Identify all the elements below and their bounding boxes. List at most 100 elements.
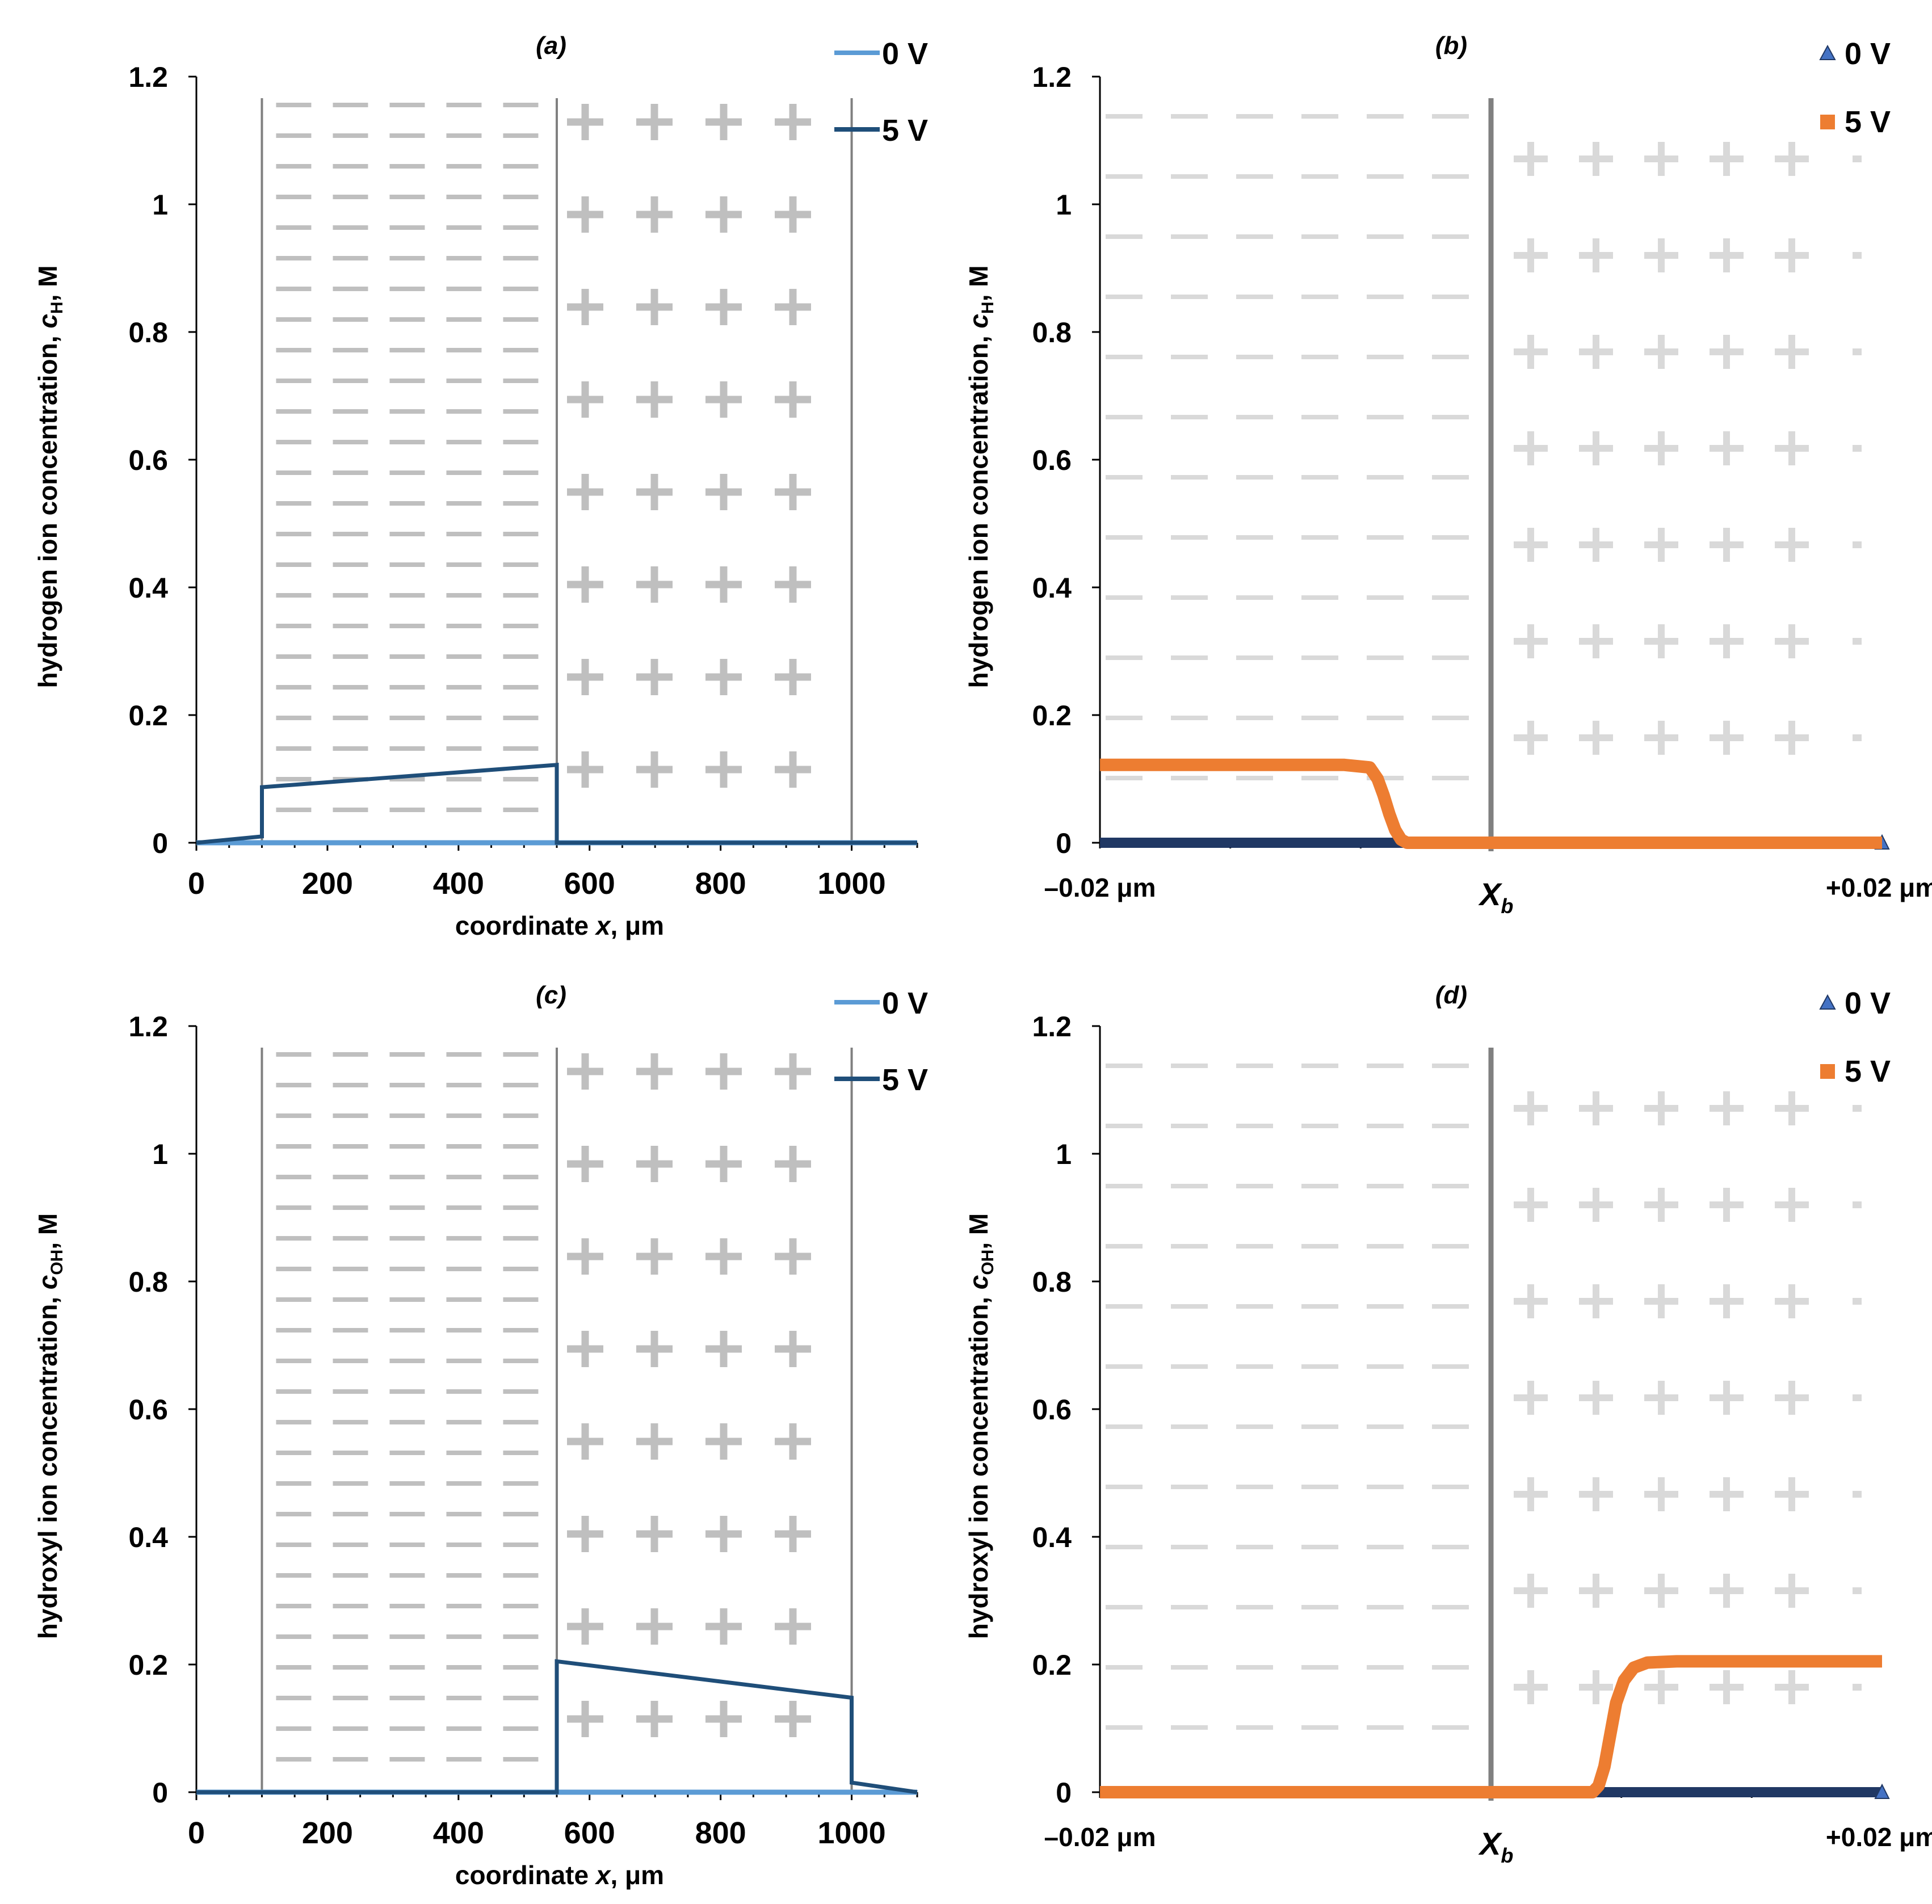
y-tick-label: 0.4 — [128, 572, 168, 604]
legend-square-icon — [1820, 1064, 1835, 1079]
panel-c: 0 0.2 0.4 0.6 0.8 1 1.2 0 200 400 600 800 1000 coordi… — [33, 981, 928, 1890]
y-tick-label: 0 — [1056, 1777, 1072, 1809]
y-axis-label-main: hydroxyl ion concentration, — [33, 1289, 62, 1639]
x-label-center-sub: b — [1501, 1844, 1513, 1867]
y-axis-label-var: c — [33, 314, 62, 329]
series-markers-5V — [1100, 758, 1882, 849]
charge-pattern — [276, 103, 811, 812]
legend-label: 0 V — [882, 37, 928, 71]
y-axis-label-unit: , M — [33, 1213, 62, 1250]
y-tick-label: 0.8 — [1032, 1266, 1072, 1298]
y-axis-label: hydroxyl ion concentration, cOH, M — [33, 1213, 66, 1639]
x-axis-label-main: coordinate — [455, 1860, 596, 1890]
y-axis-label-var: c — [964, 314, 993, 329]
y-axis-label-var: c — [964, 1275, 993, 1290]
legend-label: 5 V — [1845, 1054, 1891, 1088]
x-label-right: +0.02 μm — [1826, 873, 1932, 902]
legend-square-icon — [1820, 115, 1835, 129]
y-tick-label: 1 — [152, 189, 168, 221]
y-tick-label: 0.6 — [1032, 1394, 1072, 1426]
y-tick-label: 0.4 — [1032, 572, 1072, 604]
y-axis-label-unit: , M — [964, 1213, 993, 1250]
x-label-left: –0.02 μm — [1044, 1822, 1156, 1852]
x-tick-label: 400 — [433, 1816, 484, 1850]
y-axis-label-main: hydrogen ion concentration, — [33, 329, 62, 688]
x-tick-label: 800 — [695, 1816, 746, 1850]
panel-label: (b) — [1435, 32, 1467, 60]
x-tick-label: 600 — [564, 1816, 615, 1850]
y-axis-label-unit: , M — [964, 266, 993, 302]
legend-label: 0 V — [1845, 37, 1891, 71]
charge-pattern — [1106, 114, 1862, 780]
y-tick-label: 0.2 — [128, 700, 168, 732]
legend-label: 5 V — [882, 114, 928, 148]
x-axis-label-unit: , μm — [610, 911, 664, 940]
series-line-5V — [196, 1659, 918, 1794]
series-line-5V — [196, 763, 917, 845]
y-tick-label: 0 — [1056, 827, 1072, 859]
y-tick-label: 0.8 — [1032, 317, 1072, 348]
y-tick-label: 1.2 — [1032, 61, 1072, 93]
y-axis-label-sub: H — [978, 301, 997, 314]
x-axis-label-unit: , μm — [610, 1860, 664, 1890]
y-tick-label: 0.4 — [128, 1521, 168, 1553]
legend-label: 0 V — [1845, 986, 1891, 1020]
x-tick-label: 0 — [188, 867, 205, 901]
y-tick-label: 1 — [1056, 189, 1072, 221]
panel-a: 0 0.2 0.4 0.6 0.8 1 1.2 0 200 400 600 800 1000 coordi… — [33, 32, 928, 940]
y-axis-label-main: hydroxyl ion concentration, — [964, 1289, 993, 1639]
y-tick-label: 0.4 — [1032, 1521, 1072, 1553]
x-tick-label: 600 — [564, 867, 615, 901]
panel-label: (d) — [1435, 981, 1467, 1009]
y-axis-label: hydrogen ion concentration, cH, M — [33, 266, 66, 688]
panel-b: 0 0.2 0.4 0.6 0.8 1 1.2 –0.02 μm +0.02 μm Xb hydro… — [964, 32, 1932, 918]
x-tick-label: 0 — [188, 1816, 205, 1850]
panel-label: (c) — [536, 981, 566, 1009]
y-tick-label: 1 — [1056, 1138, 1072, 1170]
y-tick-label: 0.2 — [1032, 700, 1072, 732]
y-axis-label-sub: H — [48, 301, 66, 314]
panel-d: 0 0.2 0.4 0.6 0.8 1 1.2 –0.02 μm +0.02 μm Xb hydro… — [964, 981, 1932, 1867]
y-tick-label: 0.6 — [128, 1394, 168, 1426]
y-tick-label: 0.8 — [128, 317, 168, 348]
y-tick-label: 0.2 — [128, 1649, 168, 1681]
x-axis-label: coordinate x, μm — [455, 911, 664, 940]
x-axis-label: coordinate x, μm — [455, 1860, 664, 1890]
y-tick-label: 1.2 — [128, 61, 168, 93]
y-tick-label: 0.6 — [128, 444, 168, 476]
legend-label: 0 V — [882, 986, 928, 1020]
x-label-right: +0.02 μm — [1826, 1822, 1932, 1852]
legend-label: 5 V — [1845, 105, 1891, 139]
y-tick-label: 0.2 — [1032, 1649, 1072, 1681]
x-label-center-sub: b — [1501, 894, 1513, 918]
x-tick-label: 1000 — [817, 1816, 885, 1850]
x-tick-label: 1000 — [817, 867, 885, 901]
legend-triangle-icon — [1819, 44, 1836, 60]
x-axis-label-var: x — [594, 1860, 612, 1890]
y-tick-label: 1.2 — [1032, 1011, 1072, 1043]
y-axis-label: hydroxyl ion concentration, cOH, M — [964, 1213, 997, 1639]
legend-triangle-icon — [1819, 994, 1836, 1010]
charge-pattern — [1106, 1064, 1862, 1730]
y-tick-label: 1.2 — [128, 1011, 168, 1043]
x-tick-label: 200 — [302, 1816, 353, 1850]
x-tick-label: 200 — [302, 867, 353, 901]
x-tick-label: 400 — [433, 867, 484, 901]
y-axis-label-unit: , M — [33, 266, 62, 302]
y-axis-label-sub: OH — [48, 1250, 66, 1275]
charge-pattern — [276, 1052, 811, 1762]
legend-label: 5 V — [882, 1063, 928, 1097]
x-label-center-main: X — [1478, 876, 1503, 912]
y-tick-label: 1 — [152, 1138, 168, 1170]
y-axis-label-main: hydrogen ion concentration, — [964, 329, 993, 688]
x-label-center: Xb — [1478, 1826, 1513, 1867]
y-tick-label: 0.6 — [1032, 444, 1072, 476]
series-marker-triangle — [1874, 1783, 1890, 1799]
panel-label: (a) — [536, 32, 566, 60]
y-axis-label-sub: OH — [978, 1250, 997, 1275]
y-axis-label: hydrogen ion concentration, cH, M — [964, 266, 997, 688]
x-label-center: Xb — [1478, 876, 1513, 918]
x-axis-label-var: x — [594, 911, 612, 940]
series-markers-5V — [1100, 1655, 1882, 1798]
